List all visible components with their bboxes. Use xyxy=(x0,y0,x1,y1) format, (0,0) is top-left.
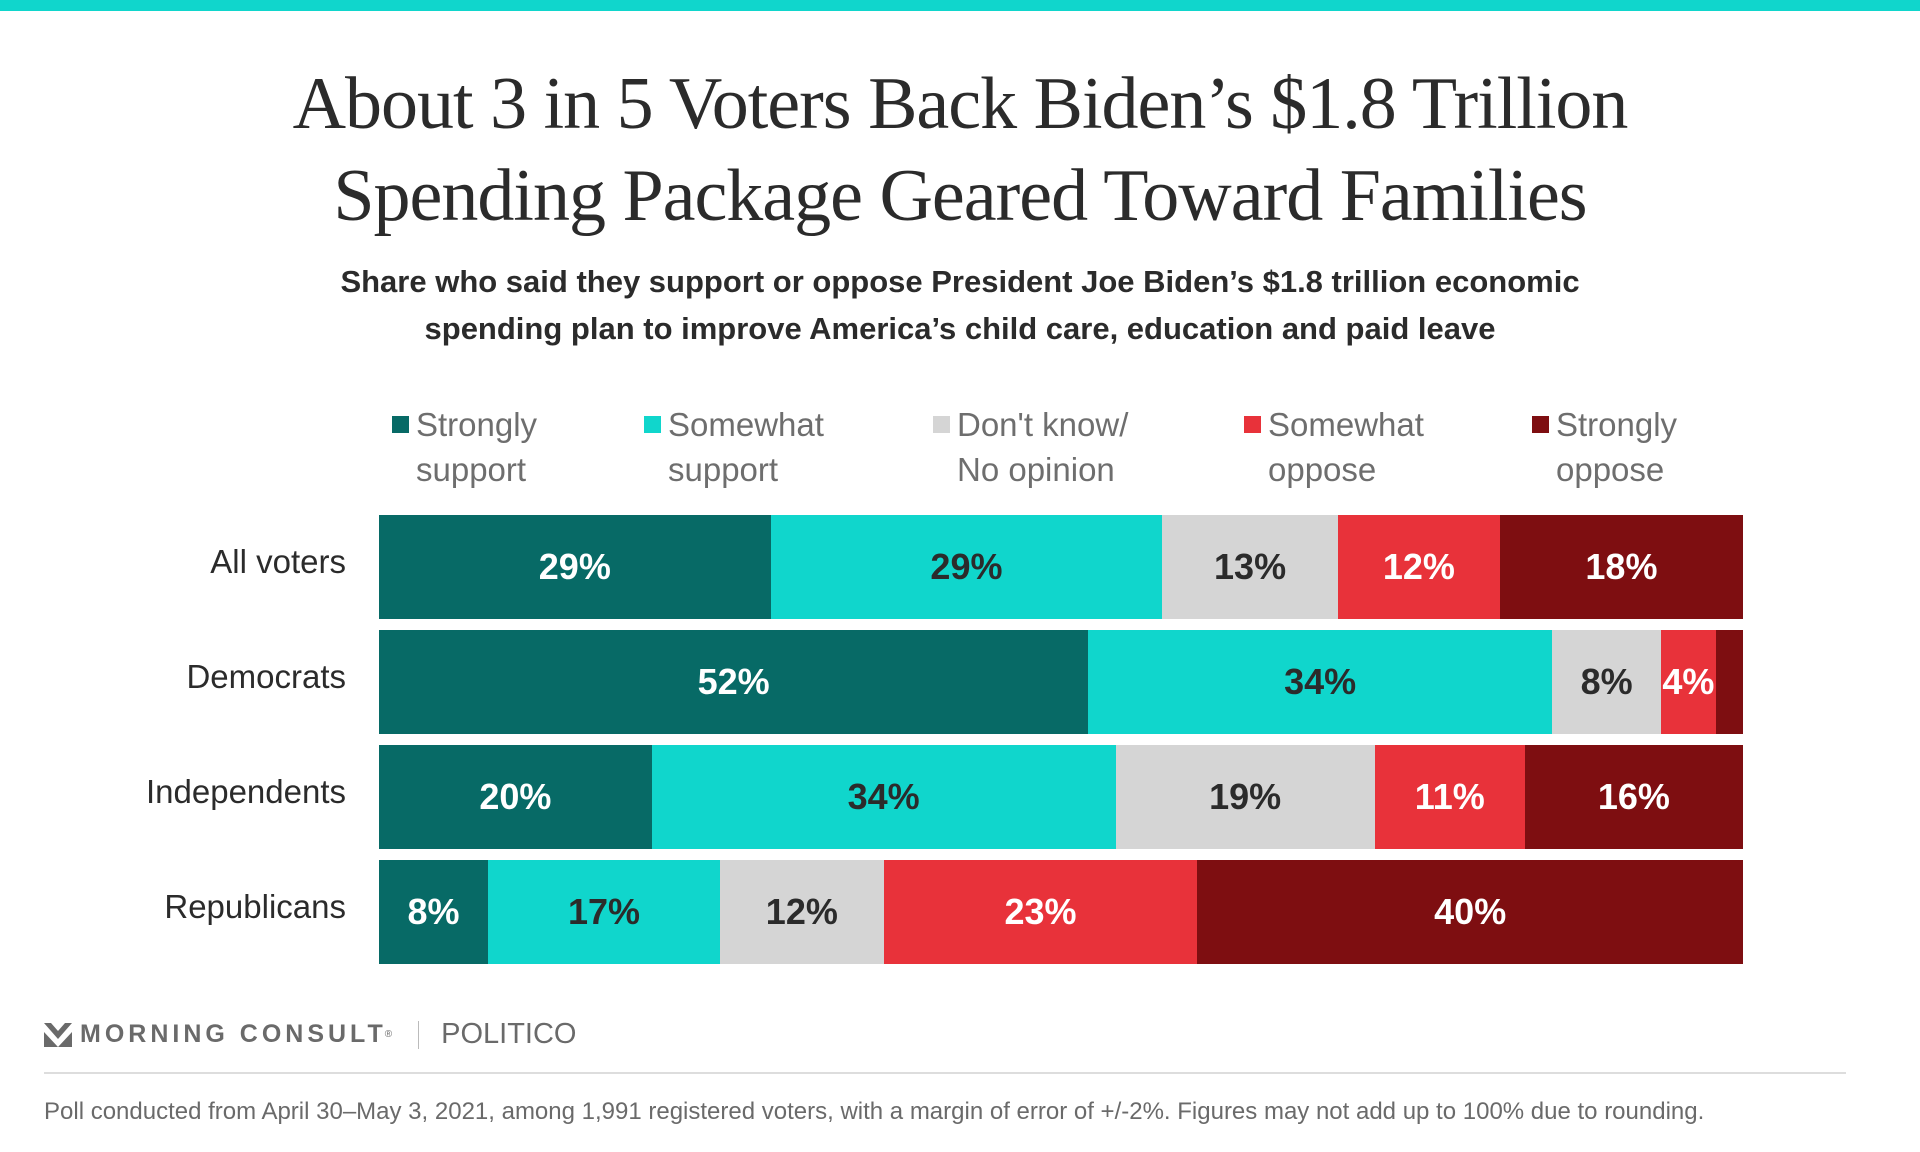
data-label: 12% xyxy=(1382,546,1455,587)
data-label: 4% xyxy=(1662,661,1715,702)
morning-consult-logo-icon xyxy=(44,1022,72,1047)
logo-separator xyxy=(418,1020,420,1049)
data-label: 40% xyxy=(1434,891,1507,932)
bar-segment-independents-somewhat-support: 34% xyxy=(651,745,1116,849)
chart-title-line-2: Spending Package Geared Toward Families xyxy=(333,155,1587,237)
bar-segment-all-voters-don-t-know-no-opinion: 13% xyxy=(1162,515,1338,619)
data-label: 8% xyxy=(1580,661,1633,702)
legend-label: Strongly support xyxy=(416,406,538,488)
category-label-all-voters: All voters xyxy=(210,543,346,580)
legend-item-dont-know: Don't know/ No opinion xyxy=(933,402,1128,492)
accent-top-bar xyxy=(0,0,1920,11)
category-label-republicans: Republicans xyxy=(164,888,346,925)
data-label: 23% xyxy=(1004,891,1077,932)
data-label: 34% xyxy=(1284,661,1357,702)
bar-segment-republicans-strongly-oppose: 40% xyxy=(1197,860,1743,964)
data-label: 19% xyxy=(1209,776,1282,817)
bar-segment-all-voters-somewhat-support: 29% xyxy=(770,515,1163,619)
chart-subtitle-line-2: spending plan to improve America’s child… xyxy=(424,311,1496,346)
legend: Strongly support Somewhat support Don't … xyxy=(0,402,1920,502)
bar-segment-republicans-somewhat-oppose: 23% xyxy=(883,860,1198,964)
bar-segment-all-voters-somewhat-oppose: 12% xyxy=(1337,515,1500,619)
data-label: 52% xyxy=(697,661,770,702)
data-label: 12% xyxy=(765,891,838,932)
data-label: 29% xyxy=(538,546,611,587)
footer-divider xyxy=(44,1072,1846,1074)
category-label-democrats: Democrats xyxy=(186,658,346,695)
legend-label: Somewhat support xyxy=(668,406,824,488)
bar-segment-independents-strongly-oppose: 16% xyxy=(1524,745,1743,849)
legend-swatch-dont-know xyxy=(933,416,950,433)
legend-item-strongly-oppose: Strongly oppose xyxy=(1532,402,1677,492)
data-label: 17% xyxy=(568,891,641,932)
legend-item-somewhat-support: Somewhat support xyxy=(644,402,824,492)
data-label: 13% xyxy=(1214,546,1287,587)
bar-segment-democrats-strongly-support: 52% xyxy=(379,630,1089,734)
politico-wordmark: POLITICO xyxy=(441,1018,577,1050)
legend-swatch-strongly-support xyxy=(392,416,409,433)
data-label: 11% xyxy=(1414,776,1485,817)
footnote: Poll conducted from April 30–May 3, 2021… xyxy=(44,1098,1705,1125)
bar-segment-independents-don-t-know-no-opinion: 19% xyxy=(1115,745,1375,849)
legend-label: Somewhat oppose xyxy=(1268,406,1424,488)
data-label: 20% xyxy=(479,776,552,817)
data-label: 18% xyxy=(1585,546,1658,587)
legend-swatch-somewhat-oppose xyxy=(1244,416,1261,433)
legend-item-somewhat-oppose: Somewhat oppose xyxy=(1244,402,1424,492)
bar-segment-democrats-strongly-oppose xyxy=(1715,630,1743,734)
bar-segment-republicans-don-t-know-no-opinion: 12% xyxy=(720,860,884,964)
bar-segment-republicans-somewhat-support: 17% xyxy=(488,860,720,964)
bar-segment-all-voters-strongly-support: 29% xyxy=(379,515,771,619)
morning-consult-wordmark: MORNING CONSULT xyxy=(80,1020,387,1048)
legend-item-strongly-support: Strongly support xyxy=(392,402,537,492)
data-label: 8% xyxy=(407,891,460,932)
chart-subtitle-line-1: Share who said they support or oppose Pr… xyxy=(340,264,1580,299)
data-label: 29% xyxy=(930,546,1003,587)
chart-title: About 3 in 5 Voters Back Biden’s $1.8 Tr… xyxy=(0,58,1920,242)
bar-segment-independents-strongly-support: 20% xyxy=(379,745,652,849)
bar-segment-democrats-somewhat-oppose: 4% xyxy=(1661,630,1716,734)
data-label: 16% xyxy=(1597,776,1670,817)
footer-logos: MORNING CONSULT ® POLITICO xyxy=(44,1018,576,1051)
bar-segment-independents-somewhat-oppose: 11% xyxy=(1374,745,1525,849)
data-label: 34% xyxy=(847,776,920,817)
legend-swatch-somewhat-support xyxy=(644,416,661,433)
legend-label: Strongly oppose xyxy=(1556,406,1678,488)
chart-title-line-1: About 3 in 5 Voters Back Biden’s $1.8 Tr… xyxy=(292,63,1629,145)
legend-label: Don't know/ No opinion xyxy=(957,406,1129,488)
registered-mark: ® xyxy=(384,1029,393,1040)
bar-segment-democrats-don-t-know-no-opinion: 8% xyxy=(1552,630,1662,734)
bar-segment-democrats-somewhat-support: 34% xyxy=(1088,630,1553,734)
bar-segment-republicans-strongly-support: 8% xyxy=(379,860,489,964)
chart-subtitle: Share who said they support or oppose Pr… xyxy=(0,258,1920,352)
bar-segment-all-voters-strongly-oppose: 18% xyxy=(1499,515,1743,619)
legend-swatch-strongly-oppose xyxy=(1532,416,1549,433)
category-label-independents: Independents xyxy=(145,773,346,810)
